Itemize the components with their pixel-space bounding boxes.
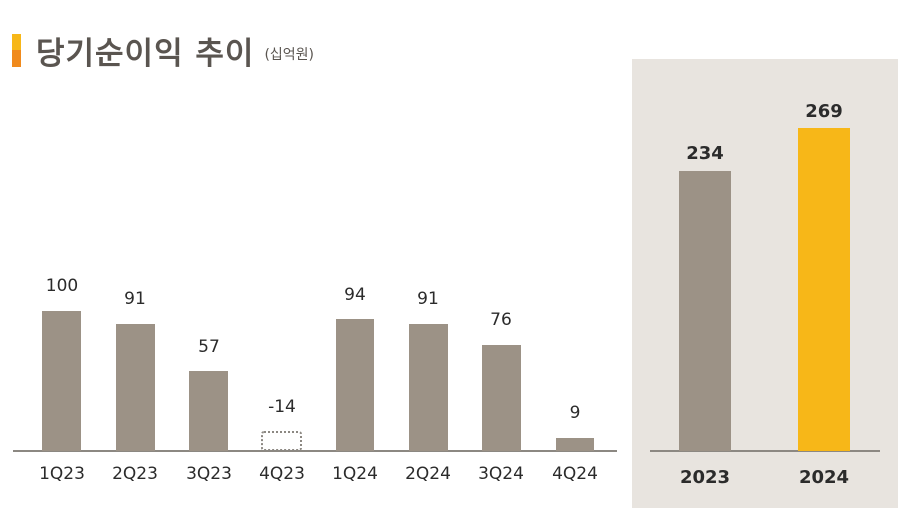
x-axis-line	[650, 450, 880, 452]
value-label: 9	[569, 403, 581, 423]
bar-3q23	[189, 371, 228, 451]
bar-3q24	[482, 345, 521, 451]
x-tick-label: 2024	[798, 467, 850, 488]
x-tick-label: 4Q24	[552, 464, 598, 484]
value-label: 100	[45, 276, 79, 296]
bar-2q24	[409, 324, 448, 451]
value-label: 91	[124, 289, 146, 309]
value-label: 234	[686, 143, 724, 164]
x-tick-label: 3Q24	[478, 464, 524, 484]
value-label: 91	[417, 289, 439, 309]
chart-title: 당기순이익 추이 (십억원)	[12, 28, 314, 72]
bar-1q23	[42, 311, 81, 451]
title-marker-icon	[12, 33, 21, 67]
x-tick-label: 3Q23	[186, 464, 232, 484]
page-title: 당기순이익 추이	[36, 35, 255, 72]
x-tick-label: 1Q23	[39, 464, 85, 484]
annual-chart-panel: 234 2023 269 2024	[632, 59, 898, 508]
bar-2q23	[116, 324, 155, 451]
quarterly-chart: 100 1Q23 91 2Q23 57 3Q23 -14 4Q23 94 1Q2…	[13, 276, 617, 484]
x-tick-label: 4Q23	[259, 464, 305, 484]
bar-2023	[679, 171, 731, 451]
x-tick-label: 2Q23	[112, 464, 158, 484]
unit-label: (십억원)	[264, 47, 315, 63]
x-tick-label: 1Q24	[332, 464, 378, 484]
bar-1q24	[336, 319, 374, 451]
bar-4q23-negative	[261, 431, 302, 451]
value-label: 57	[198, 337, 220, 357]
bar-4q24	[556, 438, 594, 451]
value-label: -14	[268, 397, 296, 417]
value-label: 269	[805, 101, 843, 122]
bar-2024	[798, 128, 850, 451]
value-label: 76	[490, 310, 512, 330]
value-label: 94	[344, 285, 366, 305]
x-axis-line	[13, 450, 617, 452]
x-tick-label: 2023	[679, 467, 731, 488]
x-tick-label: 2Q24	[405, 464, 451, 484]
